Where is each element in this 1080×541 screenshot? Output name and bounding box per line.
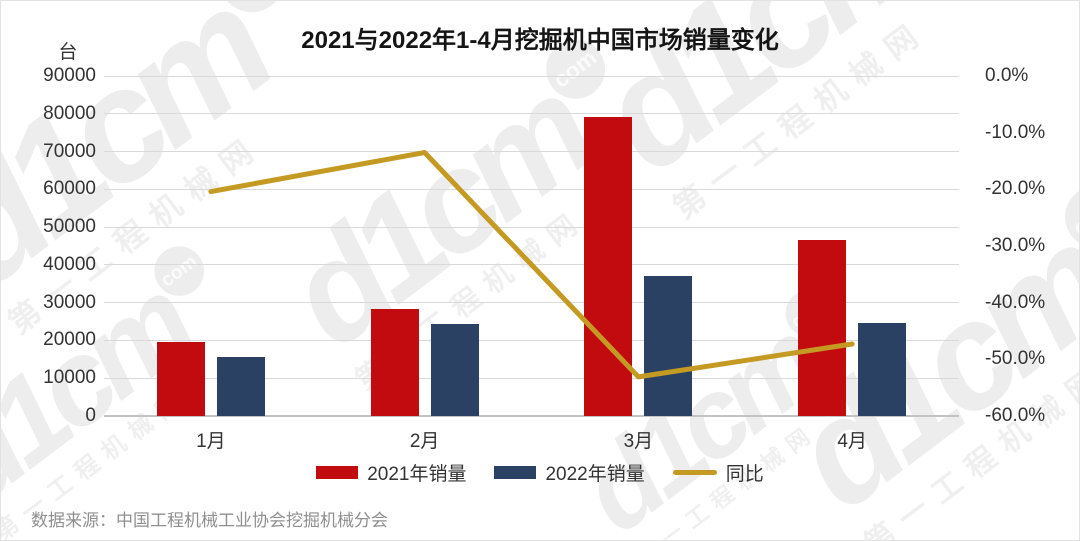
left-axis-tick-label: 20000 [43, 329, 96, 351]
legend-bar-swatch [316, 466, 359, 479]
bar-2022年销量-1月 [216, 357, 265, 416]
right-axis-tick-label: -40.0% [985, 291, 1046, 313]
legend-bar-swatch [494, 466, 537, 479]
legend-item: 同比 [672, 459, 764, 486]
x-axis-labels: 1月 2月 3月 4月 [1, 426, 1079, 452]
legend-item: 2021年销量 [316, 459, 466, 486]
x-axis-tick-label: 4月 [837, 431, 867, 452]
gridline [104, 226, 959, 228]
left-axis-tick-label: 70000 [43, 140, 96, 162]
legend-label: 2022年销量 [545, 464, 645, 485]
right-axis-tick-label: -10.0% [985, 121, 1046, 143]
right-axis-tick-label: 0.0% [985, 65, 1029, 86]
left-axis-tick-label: 40000 [43, 253, 96, 275]
right-axis-tick-label: -50.0% [985, 348, 1046, 370]
left-axis-tick-label: 10000 [43, 367, 96, 389]
gridline [104, 302, 959, 304]
yoy-line-chart [208, 150, 855, 380]
legend-label: 2021年销量 [367, 464, 467, 485]
x-axis-tick-label: 1月 [196, 431, 226, 452]
bar-2022年销量-4月 [858, 323, 907, 416]
gridline [104, 188, 959, 190]
gridline [104, 377, 959, 379]
chart-title: 2021与2022年1-4月挖掘机中国市场销量变化 [301, 27, 779, 54]
legend: 2021年销量 2022年销量 同比 [1, 459, 1079, 486]
left-axis-unit-label: 台 [58, 42, 78, 63]
source-note: 数据来源：中国工程机械工业协会挖掘机械分会 [31, 511, 388, 530]
gridline [104, 75, 959, 77]
left-axis-tick-label: 80000 [43, 102, 96, 124]
gridline [104, 339, 959, 341]
left-axis-tick-label: 90000 [43, 65, 96, 86]
x-axis-tick-label: 2月 [409, 431, 440, 452]
left-axis-tick-label: 0 [85, 405, 96, 426]
bar-2022年销量-3月 [644, 275, 693, 416]
x-axis-tick-label: 3月 [623, 431, 654, 452]
left-axis-labels: 90000 80000 70000 60000 50000 40000 30000 20000… [1, 65, 96, 426]
bar-2022年销量-2月 [430, 323, 479, 416]
left-axis-tick-label: 50000 [43, 216, 96, 238]
right-axis-tick-label: -20.0% [985, 178, 1046, 200]
right-axis-tick-label: -60.0% [985, 405, 1046, 426]
bar-2021年销量-3月 [584, 117, 633, 416]
x-axis-line [104, 415, 959, 417]
bar-2021年销量-4月 [798, 240, 847, 416]
yoy-line [208, 150, 855, 380]
gridline [104, 113, 959, 115]
gridline [104, 151, 959, 153]
bar-2021年销量-1月 [156, 341, 205, 416]
left-axis-tick-label: 30000 [43, 291, 96, 313]
legend-item: 2022年销量 [494, 459, 645, 486]
right-axis-tick-label: -30.0% [985, 235, 1046, 256]
bar-2021年销量-2月 [370, 309, 419, 416]
legend-label: 同比 [725, 464, 764, 485]
right-axis-labels: 0.0% -10.0% -20.0% -30.0% -40.0% -50.0% -60.0% [985, 65, 1077, 426]
legend-line-swatch [672, 470, 717, 475]
plot-area [104, 75, 959, 417]
left-axis-tick-label: 60000 [43, 178, 96, 200]
